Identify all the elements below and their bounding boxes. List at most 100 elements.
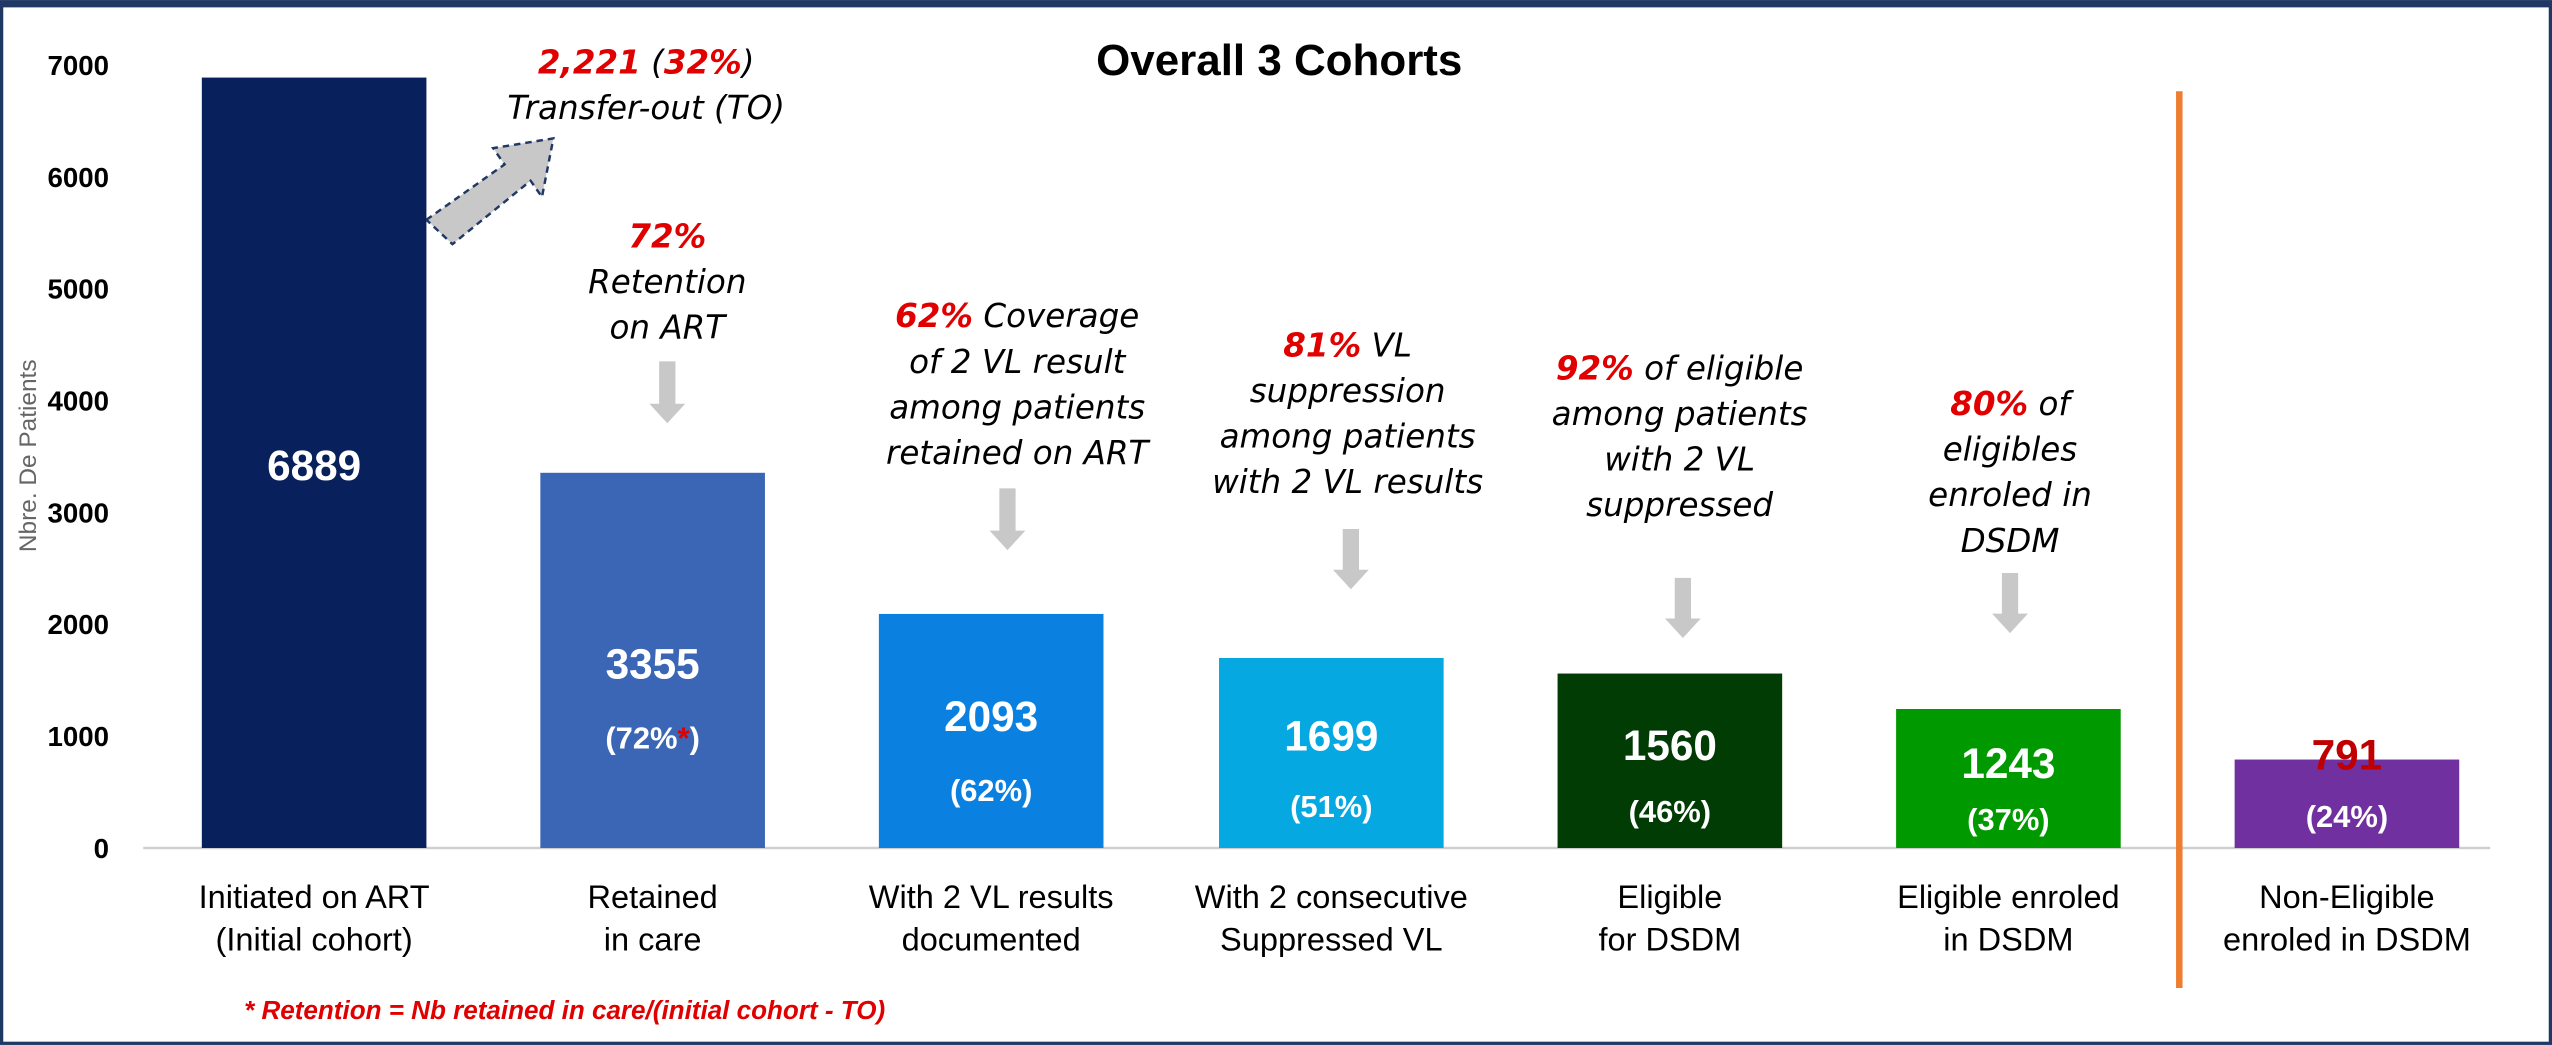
annotation-line: with 2 VL	[1604, 440, 1755, 478]
x-tick-label: (Initial cohort)	[216, 922, 413, 958]
percent-label-part: *	[678, 721, 690, 756]
bar	[1219, 658, 1444, 849]
annotation-line: retained on ART	[886, 434, 1151, 472]
x-tick-label: Eligible	[1617, 879, 1722, 915]
annotation-line: DSDM	[1961, 522, 2060, 560]
annotation-segment: Retention	[588, 263, 746, 301]
x-tick-label: Eligible enroled	[1897, 879, 2120, 915]
y-tick-label: 7000	[48, 50, 110, 81]
value-label: 6889	[267, 442, 361, 489]
value-label: 3355	[606, 641, 700, 688]
annotation-segment: retained on ART	[886, 434, 1151, 472]
down-arrow	[989, 488, 1026, 551]
annotation-segment: among patients	[1552, 395, 1808, 433]
annotation-line: suppression	[1250, 372, 1446, 410]
x-tick-label: Suppressed VL	[1220, 922, 1443, 958]
percent-label: (51%)	[1290, 789, 1372, 824]
x-tick-label: in care	[604, 922, 702, 958]
annotation-segment: 92%	[1556, 349, 1634, 387]
bar	[1557, 673, 1783, 849]
annotation-line: among patients	[1220, 418, 1476, 456]
chart-title: Overall 3 Cohorts	[1096, 36, 1462, 85]
percent-label: (46%)	[1629, 794, 1711, 829]
x-tick-label: for DSDM	[1598, 922, 1741, 958]
annotation-segment: DSDM	[1961, 522, 2060, 560]
annotation-line: with 2 VL results	[1212, 463, 1483, 501]
down-arrow	[1664, 577, 1701, 639]
annotation-segment: 81%	[1283, 326, 1361, 364]
annotation-line: enroled in	[1928, 476, 2092, 514]
annotation-segment: 32%	[664, 43, 742, 81]
annotation-segment: )	[739, 43, 755, 81]
bar	[2234, 759, 2460, 849]
annotation-segment: VL	[1361, 326, 1412, 364]
annotation-line: 72%	[628, 217, 706, 255]
annotation-line: 92% of eligible	[1556, 349, 1804, 387]
value-label: 791	[2312, 731, 2383, 778]
bar	[540, 472, 765, 849]
percent-label: (72%*)	[605, 721, 699, 756]
y-tick-label: 0	[94, 833, 109, 864]
annotation-segment: with 2 VL	[1604, 440, 1755, 478]
annotation-line: of 2 VL result	[909, 343, 1127, 381]
annotation-segment: 62%	[895, 297, 973, 335]
annotation-line: 81% VL	[1283, 326, 1412, 364]
annotation-segment: among patients	[889, 388, 1145, 426]
y-tick-label: 2000	[48, 609, 110, 640]
annotation-segment: Coverage	[973, 297, 1139, 335]
bar	[201, 77, 427, 849]
percent-label-part: (72%	[605, 721, 677, 756]
annotation-segment: of eligible	[1634, 349, 1804, 387]
bar	[1896, 708, 2121, 849]
annotation-segment: of 2 VL result	[909, 343, 1127, 381]
x-tick-label: With 2 consecutive	[1195, 879, 1468, 915]
annotation-segment: 72%	[628, 217, 706, 255]
x-tick-label: Initiated on ART	[199, 879, 430, 915]
x-tick-label: documented	[902, 922, 1081, 958]
annotation-segment: on ART	[609, 309, 727, 347]
y-tick-label: 4000	[48, 385, 110, 416]
annotation-segment: 2,221	[538, 43, 641, 81]
annotation-line: Transfer-out (TO)	[507, 89, 785, 127]
y-tick-label: 1000	[48, 721, 110, 752]
annotation-line: among patients	[889, 388, 1145, 426]
value-label: 1699	[1284, 712, 1378, 759]
down-arrow	[1992, 572, 2028, 634]
value-label: 2093	[944, 693, 1038, 740]
transfer-out-arrow	[424, 136, 555, 246]
down-arrows	[649, 361, 2028, 639]
y-axis-label: Nbre. De Patients	[15, 359, 42, 552]
annotation-line: among patients	[1552, 395, 1808, 433]
annotation-segment: (	[641, 43, 665, 81]
annotation-line: suppressed	[1586, 486, 1773, 524]
down-arrow	[1332, 529, 1369, 590]
y-tick-label: 5000	[48, 274, 110, 305]
percent-label: (62%)	[950, 773, 1032, 808]
footnote: * Retention = Nb retained in care/(initi…	[244, 995, 885, 1025]
percent-label: (37%)	[1967, 802, 2049, 837]
annotation-line: 62% Coverage	[895, 297, 1139, 335]
percent-label-part: )	[690, 721, 700, 756]
annotation-segment: suppressed	[1586, 486, 1773, 524]
annotation-segment: 80%	[1950, 385, 2028, 423]
annotation-line: eligibles	[1943, 431, 2078, 469]
y-tick-label: 6000	[48, 162, 110, 193]
annotation-line: 2,221 (32%)	[538, 43, 755, 81]
down-arrow	[649, 361, 686, 424]
annotation-line: Retention	[588, 263, 746, 301]
annotation-segment: eligibles	[1943, 431, 2078, 469]
annotation-line: 80% of	[1950, 385, 2074, 423]
value-label: 1243	[1961, 740, 2055, 787]
annotation-segment: of	[2028, 385, 2074, 423]
annotation-segment: suppression	[1250, 372, 1446, 410]
x-tick-label: enroled in DSDM	[2223, 922, 2471, 958]
x-tick-label: With 2 VL results	[869, 879, 1114, 915]
annotation-segment: Transfer-out (TO)	[507, 89, 785, 127]
y-tick-label: 3000	[48, 497, 110, 528]
bar	[878, 613, 1104, 849]
annotation-segment: among patients	[1220, 418, 1476, 456]
x-tick-label: Retained	[587, 879, 717, 915]
